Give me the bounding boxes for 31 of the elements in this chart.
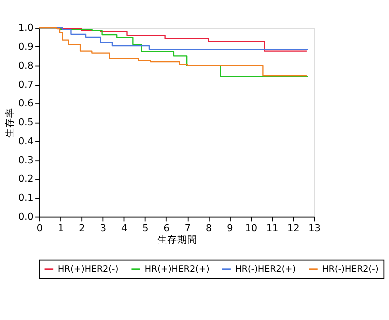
y-tick-label: 0.1 xyxy=(18,193,34,204)
y-axis-title: 生存率 xyxy=(4,108,16,138)
y-tick-label: 0.9 xyxy=(18,42,34,54)
x-tick-label: 5 xyxy=(142,223,149,234)
y-tick-label: 1.0 xyxy=(18,23,34,34)
y-tick-label: 0.6 xyxy=(18,98,34,110)
x-tick-label: 9 xyxy=(227,223,234,234)
y-tick-label: 0.7 xyxy=(18,80,34,91)
legend-label: HR(-)HER2(-) xyxy=(322,265,379,276)
x-tick-label: 12 xyxy=(288,223,300,234)
y-tick-label: 0.3 xyxy=(18,155,34,166)
x-tick-label: 2 xyxy=(79,223,86,234)
x-tick-label: 13 xyxy=(308,223,321,234)
y-tick-label: 0.2 xyxy=(18,174,34,186)
legend-label: HR(+)HER2(-) xyxy=(58,265,119,276)
y-tick-label: 0.0 xyxy=(18,212,34,223)
x-tick-label: 6 xyxy=(164,223,170,234)
x-axis-title: 生存期間 xyxy=(157,234,198,246)
legend-label: HR(-)HER2(+) xyxy=(235,265,296,276)
y-tick-label: 0.8 xyxy=(18,60,34,72)
x-tick-label: 11 xyxy=(266,223,279,234)
x-tick-label: 3 xyxy=(100,223,106,234)
x-tick-label: 1 xyxy=(58,223,64,234)
x-tick-label: 7 xyxy=(184,223,192,234)
y-tick-label: 0.5 xyxy=(18,118,34,129)
x-tick-label: 10 xyxy=(245,223,258,234)
legend-label: HR(+)HER2(+) xyxy=(144,265,210,276)
y-tick-label: 0.4 xyxy=(18,136,34,148)
x-tick-label: 4 xyxy=(121,223,128,234)
x-tick-label: 8 xyxy=(206,223,212,234)
x-tick-label: 0 xyxy=(36,223,44,234)
